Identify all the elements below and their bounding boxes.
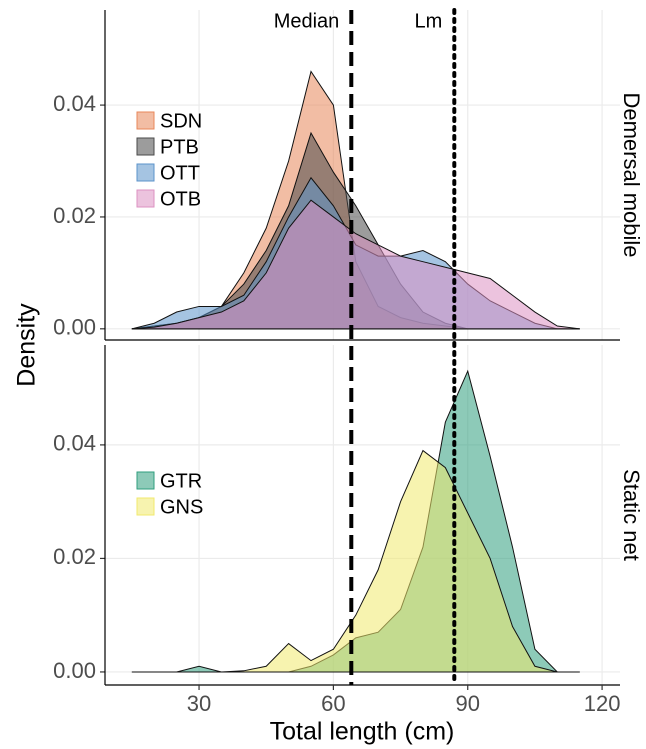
legend-label: GTR bbox=[160, 470, 202, 492]
x-tick-label: 30 bbox=[187, 691, 211, 716]
legend-swatch bbox=[136, 163, 155, 182]
facet-label: Static net bbox=[619, 469, 644, 561]
y-tick-label: 0.04 bbox=[53, 431, 96, 456]
y-tick-label: 0.02 bbox=[53, 203, 96, 228]
legend-swatch bbox=[136, 471, 155, 490]
density-area bbox=[131, 449, 580, 673]
y-axis-label: Density bbox=[13, 303, 41, 387]
legend-swatch bbox=[136, 111, 155, 130]
x-tick-label: 120 bbox=[584, 691, 621, 716]
legend-swatch bbox=[136, 189, 155, 208]
legend-swatch bbox=[136, 137, 155, 156]
x-tick-label: 90 bbox=[455, 691, 479, 716]
legend-label: OTT bbox=[160, 162, 200, 184]
reference-label: Lm bbox=[415, 10, 443, 32]
legend-label: GNS bbox=[160, 496, 203, 518]
facet-label: Demersal mobile bbox=[619, 92, 644, 257]
density-area bbox=[131, 199, 580, 330]
y-tick-label: 0.04 bbox=[53, 91, 96, 116]
legend-label: OTB bbox=[160, 188, 201, 210]
x-axis-label: Total length (cm) bbox=[270, 718, 455, 746]
y-tick-label: 0.02 bbox=[53, 544, 96, 569]
legend-label: PTB bbox=[160, 136, 199, 158]
y-tick-label: 0.00 bbox=[53, 315, 96, 340]
y-tick-label: 0.00 bbox=[53, 658, 96, 683]
legend-swatch bbox=[136, 497, 155, 516]
reference-label: Median bbox=[274, 10, 340, 32]
x-tick-label: 60 bbox=[321, 691, 345, 716]
legend-label: SDN bbox=[160, 110, 202, 132]
